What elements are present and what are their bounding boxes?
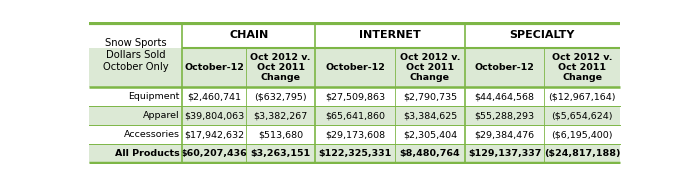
- Text: $27,509,863: $27,509,863: [325, 92, 386, 101]
- Bar: [246, 48, 315, 87]
- Text: $3,263,151: $3,263,151: [250, 149, 310, 158]
- Bar: [89, 23, 182, 87]
- Bar: [182, 23, 315, 48]
- Text: $2,790,735: $2,790,735: [403, 92, 457, 101]
- Text: SPECIALTY: SPECIALTY: [510, 30, 575, 40]
- Text: CHAIN: CHAIN: [229, 30, 268, 40]
- Bar: [89, 48, 182, 87]
- Text: $122,325,331: $122,325,331: [319, 149, 392, 158]
- Bar: [395, 48, 465, 87]
- Text: ($5,654,624): ($5,654,624): [551, 111, 613, 120]
- Text: ($632,795): ($632,795): [255, 92, 307, 101]
- Text: INTERNET: INTERNET: [359, 30, 421, 40]
- Text: $44,464,568: $44,464,568: [475, 92, 535, 101]
- Text: ($12,967,164): ($12,967,164): [549, 92, 616, 101]
- Text: Oct 2012 v.
Oct 2011
Change: Oct 2012 v. Oct 2011 Change: [250, 53, 311, 82]
- Text: $2,305,404: $2,305,404: [403, 130, 457, 139]
- Text: $39,804,063: $39,804,063: [184, 111, 244, 120]
- Text: $129,137,337: $129,137,337: [468, 149, 541, 158]
- Text: Oct 2012 v.
Oct 2011
Change: Oct 2012 v. Oct 2011 Change: [552, 53, 613, 82]
- Bar: [182, 48, 246, 87]
- Text: $2,460,741: $2,460,741: [187, 92, 241, 101]
- Text: $3,382,267: $3,382,267: [253, 111, 308, 120]
- Text: Snow Sports
Dollars Sold
October Only: Snow Sports Dollars Sold October Only: [103, 38, 168, 72]
- Bar: [465, 48, 544, 87]
- Text: $29,384,476: $29,384,476: [475, 130, 535, 139]
- Bar: [89, 23, 620, 48]
- Bar: [315, 23, 465, 48]
- Text: October-12: October-12: [326, 63, 385, 72]
- Text: $29,173,608: $29,173,608: [325, 130, 386, 139]
- Text: ($24,817,188): ($24,817,188): [544, 149, 620, 158]
- Text: $55,288,293: $55,288,293: [475, 111, 535, 120]
- Text: $60,207,436: $60,207,436: [181, 149, 248, 158]
- Bar: [89, 87, 620, 106]
- Bar: [89, 144, 620, 163]
- Text: All Products: All Products: [115, 149, 179, 158]
- Text: ($6,195,400): ($6,195,400): [551, 130, 613, 139]
- Bar: [89, 125, 620, 144]
- Text: $513,680: $513,680: [258, 130, 303, 139]
- Bar: [465, 23, 620, 48]
- Text: Equipment: Equipment: [128, 92, 179, 101]
- Bar: [315, 48, 395, 87]
- Text: Accessories: Accessories: [124, 130, 179, 139]
- Text: $8,480,764: $8,480,764: [400, 149, 460, 158]
- Text: $3,384,625: $3,384,625: [403, 111, 457, 120]
- Bar: [544, 48, 620, 87]
- Text: $17,942,632: $17,942,632: [184, 130, 244, 139]
- Text: October-12: October-12: [184, 63, 244, 72]
- Bar: [89, 106, 620, 125]
- Text: Oct 2012 v.
Oct 2011
Change: Oct 2012 v. Oct 2011 Change: [400, 53, 460, 82]
- Text: October-12: October-12: [475, 63, 535, 72]
- Text: $65,641,860: $65,641,860: [325, 111, 385, 120]
- Text: Apparel: Apparel: [143, 111, 179, 120]
